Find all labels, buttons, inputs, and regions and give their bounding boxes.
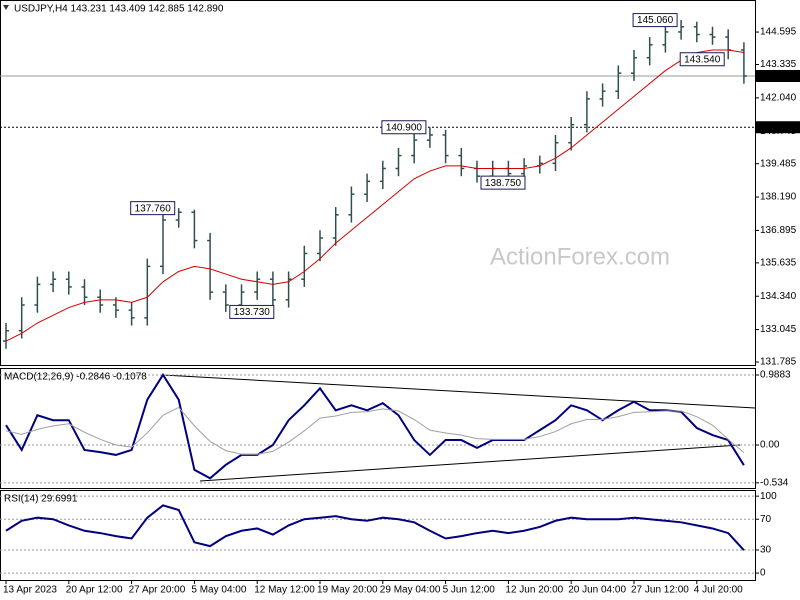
watermark: ActionForex.com (490, 243, 670, 270)
price-annotation-box (130, 201, 176, 216)
price-annotation: 137.760 (135, 203, 172, 214)
trend-line (199, 444, 741, 482)
price-annotation: 145.060 (637, 15, 674, 26)
x-tick-label: 20 Apr 12:00 (66, 585, 123, 596)
y-tick-label: 134.340 (760, 291, 797, 302)
panel-title: MACD(12,26,9) -0.2846 -0.1078 (4, 372, 147, 383)
indicator-line (5, 406, 745, 455)
indicator-line (5, 504, 745, 551)
y-tick-label: -0.534 (760, 477, 789, 488)
y-tick-label: 144.595 (760, 27, 797, 38)
price-annotation-box (381, 120, 427, 135)
price-annotation-box (679, 52, 725, 67)
x-tick-label: 12 Jun 20:00 (505, 585, 563, 596)
y-tick-label: 138.190 (760, 192, 797, 203)
x-tick-label: 5 May 04:00 (191, 585, 246, 596)
price-annotation: 143.540 (684, 54, 721, 65)
x-tick-label: 5 Jun 12:00 (443, 585, 496, 596)
panel-frame (0, 0, 756, 366)
x-tick-label: 13 Apr 2023 (3, 585, 57, 596)
y-tick-label: 136.895 (760, 225, 797, 236)
panel-frame (0, 368, 756, 489)
level-label-box (756, 121, 800, 134)
y-tick-label: 133.045 (760, 324, 797, 335)
indicator-line (5, 373, 745, 480)
y-tick-label: 0.9883 (760, 370, 791, 381)
price-annotation-box (229, 304, 275, 319)
trend-line (162, 374, 756, 409)
y-tick-label: 142.040 (760, 93, 797, 104)
panel-frame (0, 490, 756, 581)
x-tick-label: 27 Apr 20:00 (129, 585, 186, 596)
level-label: 142.890 (759, 71, 796, 82)
y-tick-label: 30 (760, 545, 772, 556)
price-annotation: 140.900 (386, 122, 423, 133)
x-tick-label: 12 May 12:00 (254, 585, 315, 596)
y-tick-label: 135.635 (760, 258, 797, 269)
y-tick-label: 0 (760, 568, 766, 579)
panel-title: RSI(14) 29.6991 (4, 494, 78, 505)
x-tick-label: 29 May 04:00 (380, 585, 441, 596)
y-tick-label: 143.335 (760, 59, 797, 70)
x-tick-label: 20 Jun 04:00 (568, 585, 626, 596)
price-annotation: 133.730 (234, 307, 271, 318)
y-tick-label: 131.785 (760, 357, 797, 368)
x-tick-label: 19 May 20:00 (317, 585, 378, 596)
y-tick-label: 100 (760, 491, 777, 502)
symbol-icon (3, 5, 9, 10)
x-tick-label: 27 Jun 12:00 (631, 585, 689, 596)
y-tick-label: 139.485 (760, 158, 797, 169)
x-tick-label: 4 Jul 20:00 (694, 585, 743, 596)
y-tick-label: 70 (760, 514, 772, 525)
level-label-box (756, 69, 800, 82)
price-annotation: 138.750 (485, 178, 522, 189)
price-annotation-box (480, 175, 526, 190)
moving-average (5, 49, 744, 342)
y-tick-label: 0.00 (760, 440, 780, 451)
panel-title: USDJPY,H4 143.231 143.409 142.885 142.89… (14, 4, 224, 15)
price-annotation-box (632, 13, 678, 28)
level-label: 140.900 (759, 122, 796, 133)
